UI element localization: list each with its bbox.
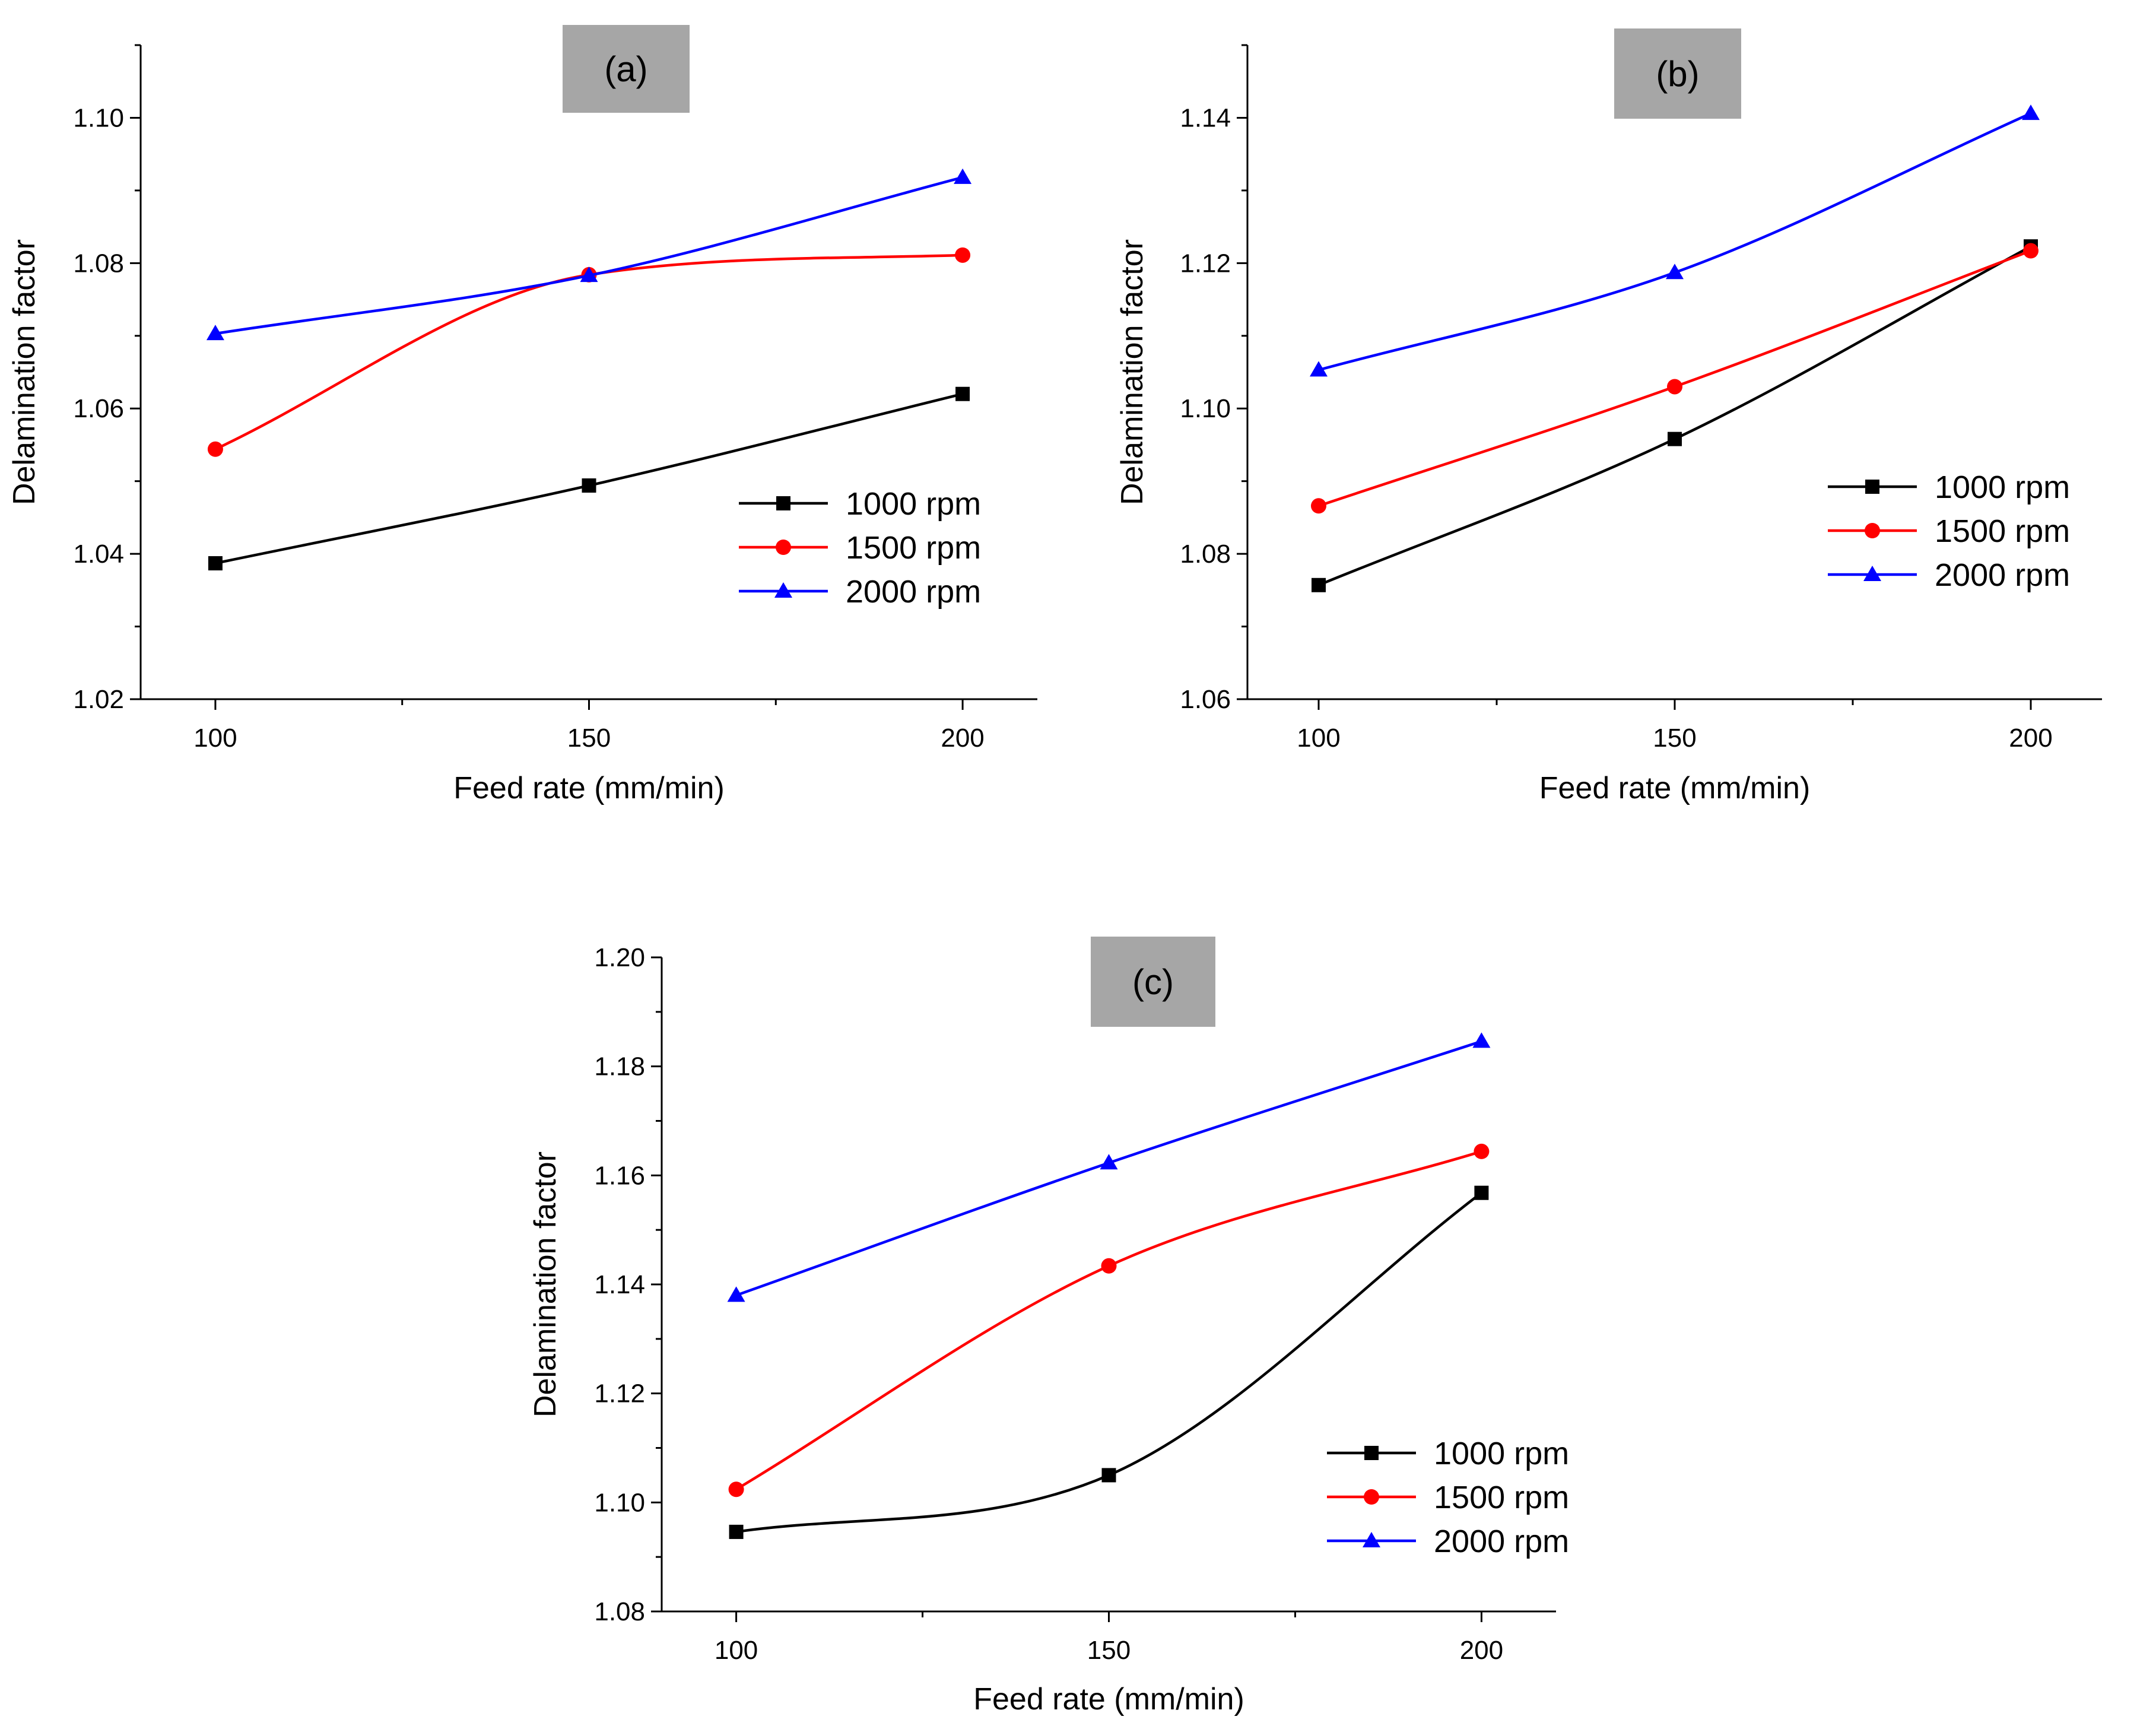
data-point-1 [955,247,971,263]
y-tick-label: 1.14 [594,1270,645,1299]
x-axis-label: Feed rate (mm/min) [453,771,725,805]
y-tick-label: 1.12 [1180,249,1231,278]
legend-marker [1364,1489,1379,1505]
data-point-2 [206,325,224,341]
legend-marker [1865,480,1879,494]
data-point-0 [955,386,970,401]
series-line-2 [1317,112,2033,372]
data-point-2 [954,168,972,184]
data-point-2 [727,1286,745,1302]
chart-panel-0: 1.02 1.04 1.06 1.08 1.10 100 150 200 Feed rate (… [7,25,1037,805]
y-tick-label: 1.10 [73,103,124,132]
x-axis-label: Feed rate (mm/min) [973,1682,1244,1717]
x-tick-label: 100 [715,1636,758,1665]
y-tick-label: 1.08 [73,249,124,278]
y-tick-label: 1.20 [594,943,645,972]
data-point-0 [582,478,596,493]
series-line-0 [1317,245,2033,587]
legend-marker [1363,1532,1380,1547]
y-tick-label: 1.14 [1180,103,1231,132]
data-point-1 [1667,379,1682,395]
y-tick-label: 1.06 [73,394,124,423]
legend-marker [774,582,792,598]
data-point-1 [207,441,223,457]
y-axis-label: Delamination factor [528,1151,563,1417]
x-tick-label: 150 [1087,1636,1131,1665]
data-point-1 [1474,1143,1490,1159]
x-tick-label: 100 [1297,724,1340,753]
y-tick-label: 1.08 [1180,540,1231,569]
legend-label: 1000 rpm [846,486,981,522]
y-tick-label: 1.10 [594,1488,645,1517]
data-point-2 [1472,1032,1491,1048]
data-point-2 [1666,264,1684,280]
data-point-2 [1100,1154,1118,1170]
legend-label: 2000 rpm [1935,557,2070,593]
legend-label: 1500 rpm [846,530,981,566]
data-point-1 [1101,1258,1117,1274]
data-point-0 [1474,1185,1489,1200]
legend-marker [1863,566,1881,581]
x-tick-label: 150 [1653,724,1696,753]
y-tick-label: 1.18 [594,1052,645,1081]
chart-panel-2: 1.08 1.10 1.12 1.14 1.16 1.18 1.20 100 150 200 Fee… [528,937,1569,1717]
y-tick-label: 1.08 [594,1597,645,1626]
legend-label: 1000 rpm [1935,469,2070,505]
panel-label: (a) [604,49,647,89]
x-tick-label: 150 [567,724,611,753]
series-line-2 [214,176,964,335]
data-point-2 [1310,361,1328,377]
data-point-0 [1101,1468,1116,1483]
x-tick-label: 200 [2009,724,2052,753]
data-point-0 [729,1524,744,1539]
data-point-2 [2022,104,2040,120]
data-point-1 [728,1481,744,1497]
legend-marker [776,540,791,555]
legend-label: 1000 rpm [1434,1436,1569,1471]
legend-marker [1865,523,1880,538]
legend-marker [776,496,790,510]
panel-label-badge [563,25,690,113]
series-line-1 [1317,249,2033,507]
panel-label-badge [1091,937,1215,1027]
panel-label: (c) [1132,962,1174,1002]
x-axis-label: Feed rate (mm/min) [1539,771,1811,805]
x-tick-label: 200 [941,724,984,753]
legend-label: 2000 rpm [846,574,981,610]
data-point-2 [580,266,598,283]
data-point-0 [1668,432,1682,446]
legend-marker [1364,1446,1379,1460]
x-tick-label: 200 [1460,1636,1503,1665]
y-tick-label: 1.16 [594,1161,645,1190]
y-tick-label: 1.02 [73,685,124,714]
panel-label-badge [1614,28,1741,119]
series-line-1 [214,253,964,451]
y-axis-label: Delamination factor [1115,239,1150,505]
y-axis-label: Delamination factor [7,239,42,505]
x-tick-label: 100 [193,724,237,753]
legend-label: 1500 rpm [1434,1480,1569,1515]
panel-label: (b) [1656,54,1699,94]
data-point-0 [1312,578,1326,592]
legend-label: 1500 rpm [1935,513,2070,549]
data-point-0 [208,556,223,571]
series-line-1 [735,1150,1483,1491]
chart-panel-1: 1.06 1.08 1.10 1.12 1.14 100 150 200 Feed rate (… [1115,28,2102,805]
y-tick-label: 1.06 [1180,685,1231,714]
legend-label: 2000 rpm [1434,1524,1569,1559]
y-tick-label: 1.04 [73,540,124,569]
y-tick-label: 1.12 [594,1379,645,1408]
data-point-1 [1311,498,1326,514]
data-point-1 [2023,243,2038,259]
y-tick-label: 1.10 [1180,394,1231,423]
